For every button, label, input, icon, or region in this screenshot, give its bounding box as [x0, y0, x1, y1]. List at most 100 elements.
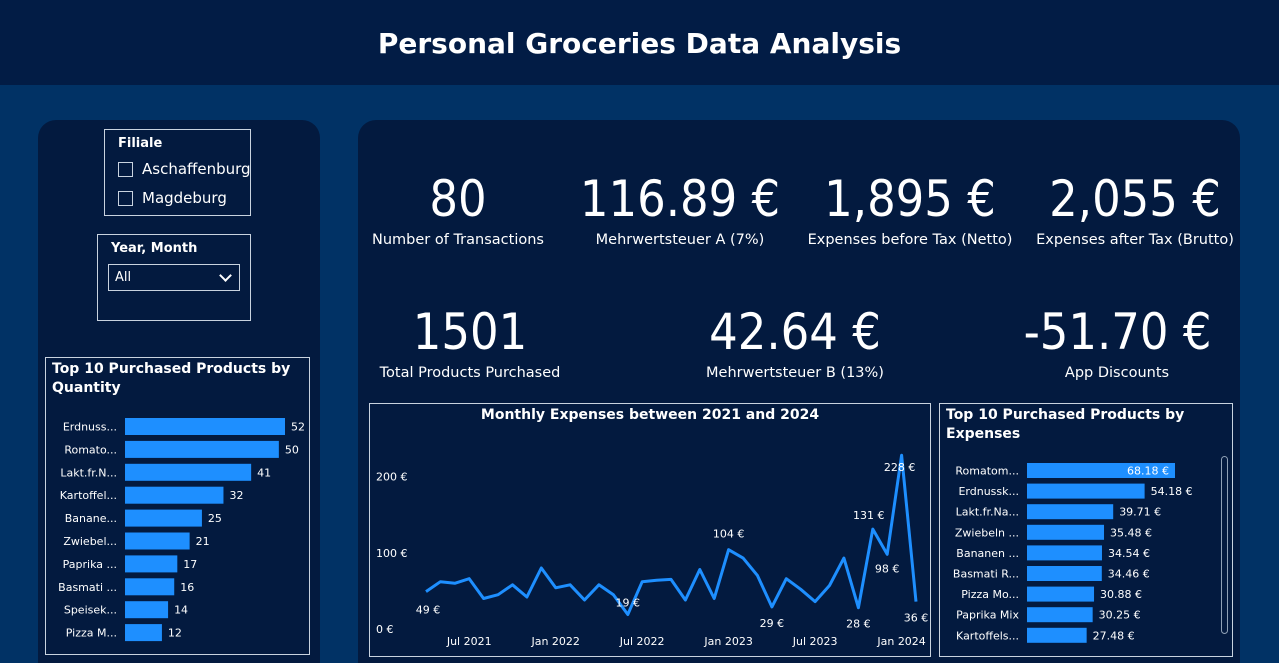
- filter-panel: [38, 120, 320, 663]
- quantity-chart-card: Top 10 Purchased Products by Quantity Er…: [45, 357, 310, 655]
- kpi-netto-label: Expenses before Tax (Netto): [807, 232, 1013, 248]
- checkbox-icon[interactable]: [118, 161, 133, 177]
- data-label: 34.54 €: [1108, 547, 1150, 560]
- quantity-bar-chart: Erdnuss... 52 Romato... 50 Lakt.fr.N... 41 Kar…: [58, 418, 305, 642]
- data-label: 52: [291, 421, 305, 434]
- data-label: 68.18 €: [1127, 465, 1169, 478]
- point-label: 29 €: [760, 617, 785, 630]
- point-label: 98 €: [875, 562, 900, 575]
- y-tick-label: 200 €: [376, 471, 408, 484]
- expenses-chart-title: Top 10 Purchased Products by Expenses: [946, 407, 1185, 442]
- category-label: Erdnuss...: [63, 421, 117, 434]
- data-label: 30.25 €: [1099, 609, 1141, 622]
- kpi-mwst-a-label: Mehrwertsteuer A (7%): [595, 232, 765, 248]
- bar: [1027, 545, 1102, 561]
- data-label: 25: [208, 512, 222, 525]
- expenses-bar-chart: Romatom... 68.18 € Erdnussk... 54.18 € Lakt.…: [953, 463, 1193, 643]
- bar: [125, 440, 279, 458]
- bar: [125, 486, 224, 504]
- data-label: 34.46 €: [1108, 568, 1150, 581]
- x-tick-label: Jan 2024: [876, 635, 925, 648]
- expenses-chart-scrollbar[interactable]: [1221, 456, 1228, 634]
- bar: [125, 463, 252, 481]
- bar: [125, 532, 190, 550]
- category-label: Speisek...: [64, 604, 117, 617]
- kpi-discounts-label: App Discounts: [1064, 365, 1170, 381]
- point-label: 131 €: [853, 509, 885, 522]
- category-label: Kartoffel...: [60, 489, 117, 502]
- point-label: 36 €: [904, 612, 929, 625]
- category-label: Pizza M...: [66, 627, 117, 640]
- kpi-mwst-b-label: Mehrwertsteuer B (13%): [706, 365, 884, 381]
- bar: [125, 601, 169, 619]
- filiale-option-magdeburg[interactable]: Magdeburg: [118, 189, 227, 207]
- kpi-mwst-a-value: 116.89 €: [579, 170, 781, 228]
- data-label: 14: [174, 604, 188, 617]
- kpi-transactions-label: Number of Transactions: [372, 232, 544, 248]
- bar: [125, 418, 285, 435]
- category-label: Basmati R...: [953, 568, 1019, 581]
- data-label: 50: [285, 443, 299, 456]
- category-label: Basmati ...: [58, 581, 117, 594]
- x-tick-label: Jul 2023: [792, 635, 838, 648]
- data-label: 17: [183, 558, 197, 571]
- data-label: 27.48 €: [1093, 629, 1135, 642]
- x-tick-label: Jul 2022: [619, 635, 665, 648]
- monthly-line-chart: 0 € 100 € 200 € Jul 2021 Jan 2022 Jul 2022 Jan…: [376, 453, 929, 648]
- category-label: Lakt.fr.Na...: [956, 506, 1019, 519]
- bar: [1027, 483, 1145, 499]
- kpi-products-label: Total Products Purchased: [379, 365, 561, 381]
- bar: [125, 624, 162, 642]
- kpi-products-value: 1501: [412, 303, 528, 361]
- category-label: Pizza Mo...: [961, 588, 1019, 601]
- data-label: 35.48 €: [1110, 526, 1152, 539]
- point-label: 104 €: [713, 528, 745, 541]
- bar: [1027, 607, 1093, 623]
- category-label: Zwiebel...: [63, 535, 117, 548]
- category-label: Paprika ...: [63, 558, 117, 571]
- category-label: Paprika Mix: [956, 609, 1019, 622]
- category-label: Kartoffels...: [956, 629, 1019, 642]
- filiale-option-label: Magdeburg: [142, 189, 227, 207]
- bar: [125, 509, 202, 527]
- series-line: [425, 453, 918, 616]
- x-tick-label: Jan 2023: [703, 635, 752, 648]
- filiale-slicer-title: Filiale: [118, 136, 163, 151]
- header-bar: Personal Groceries Data Analysis: [0, 0, 1279, 85]
- data-label: 41: [257, 466, 271, 479]
- y-tick-label: 100 €: [376, 547, 408, 560]
- data-label: 54.18 €: [1151, 485, 1193, 498]
- checkbox-icon[interactable]: [118, 190, 133, 206]
- y-tick-label: 0 €: [376, 623, 394, 636]
- data-label: 12: [168, 627, 182, 640]
- year-month-slicer: Year, Month All: [97, 234, 251, 321]
- category-label: Lakt.fr.N...: [60, 466, 117, 479]
- monthly-chart-card: Monthly Expenses between 2021 and 2024 0…: [369, 403, 931, 657]
- data-label: 21: [196, 535, 210, 548]
- category-label: Banane...: [65, 512, 117, 525]
- point-label: 19 €: [616, 597, 641, 610]
- point-label: 49 €: [416, 604, 441, 617]
- page-title: Personal Groceries Data Analysis: [377, 27, 902, 60]
- kpi-netto-value: 1,895 €: [824, 170, 996, 228]
- bar: [1027, 586, 1095, 602]
- quantity-chart-title: Top 10 Purchased Products by Quantity: [52, 361, 291, 396]
- bar: [1027, 524, 1105, 540]
- category-label: Romato...: [64, 443, 117, 456]
- expenses-chart-card: Top 10 Purchased Products by Expenses Ro…: [939, 403, 1233, 657]
- kpi-transactions-value: 80: [429, 170, 487, 228]
- data-label: 39.71 €: [1119, 506, 1161, 519]
- category-label: Bananen ...: [956, 547, 1019, 560]
- year-month-dropdown[interactable]: All: [108, 264, 240, 291]
- kpi-brutto-label: Expenses after Tax (Brutto): [1036, 232, 1234, 248]
- point-label: 28 €: [846, 618, 871, 631]
- chevron-down-icon: [219, 268, 232, 282]
- data-label: 16: [180, 581, 194, 594]
- year-month-slicer-title: Year, Month: [111, 241, 198, 256]
- filiale-option-label: Aschaffenburg: [142, 160, 251, 178]
- category-label: Erdnussk...: [958, 485, 1019, 498]
- filiale-option-aschaffenburg[interactable]: Aschaffenburg: [118, 160, 251, 178]
- bar: [125, 555, 178, 573]
- filiale-slicer: Filiale Aschaffenburg Magdeburg: [104, 129, 251, 216]
- category-label: Romatom...: [955, 465, 1019, 478]
